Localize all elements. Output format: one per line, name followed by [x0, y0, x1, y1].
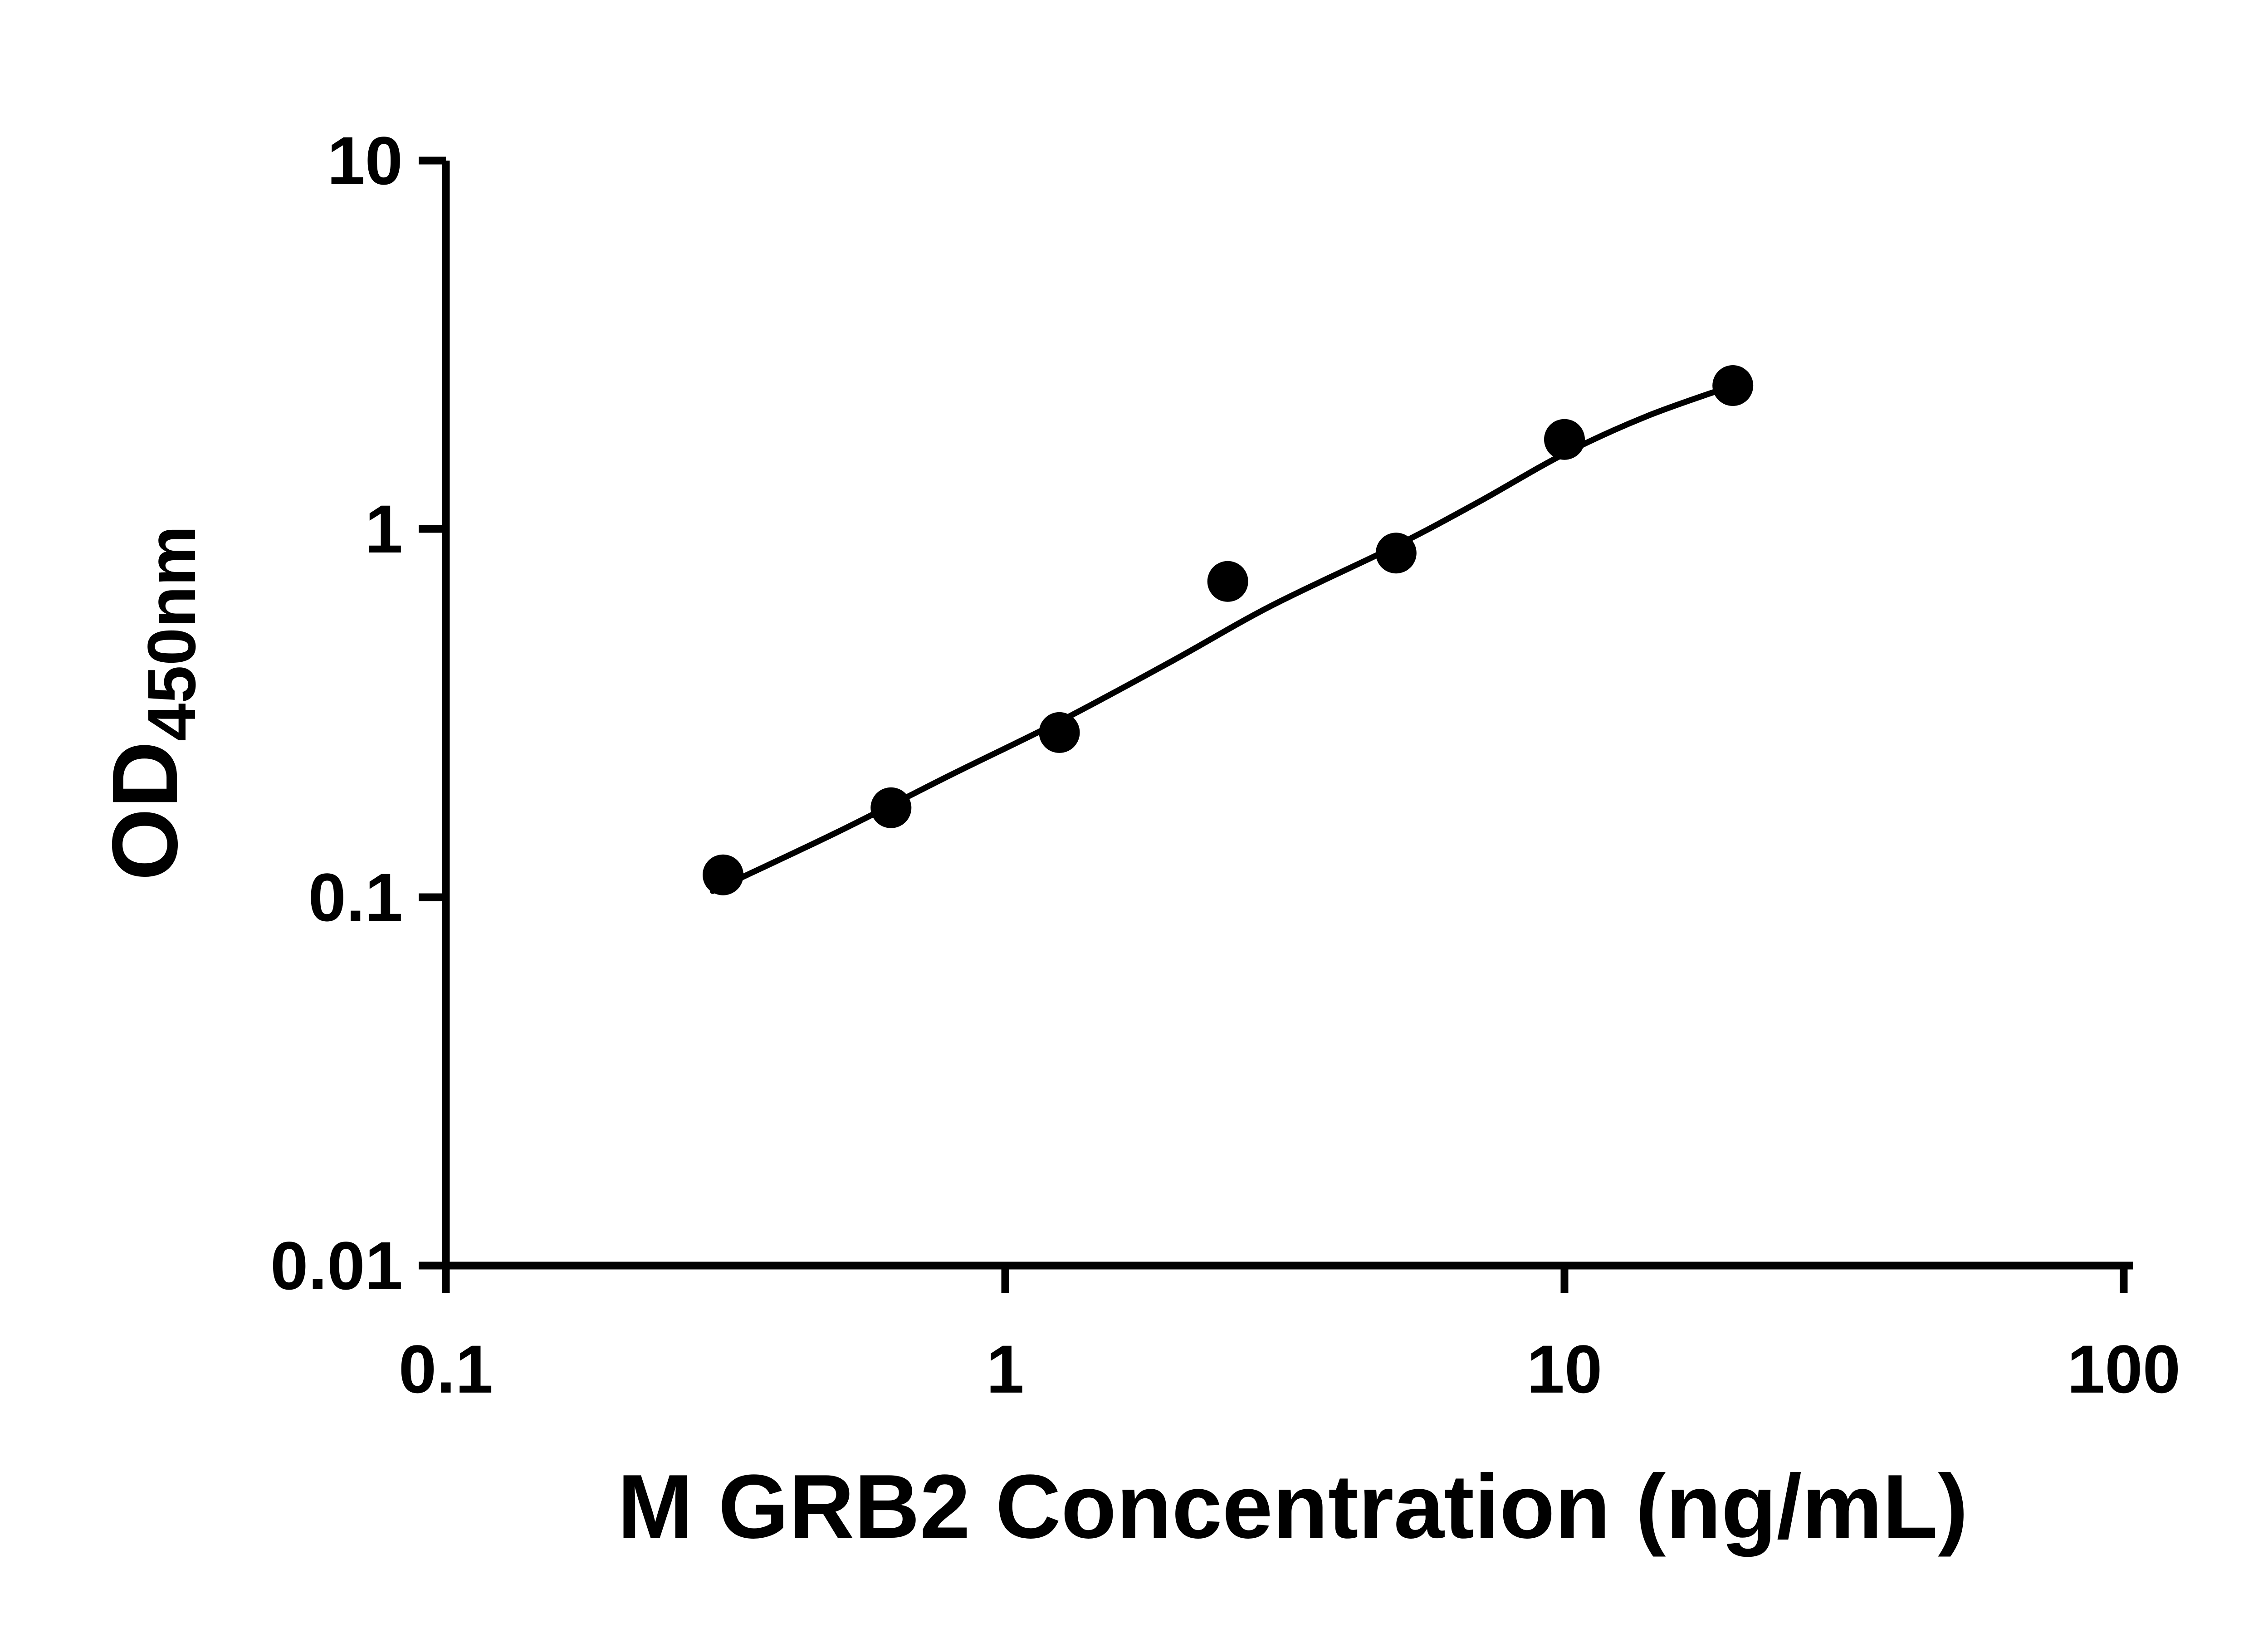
y-tick-label: 1 — [365, 491, 403, 567]
data-series — [703, 365, 1754, 895]
data-point — [703, 854, 743, 895]
x-tick-label: 1 — [986, 1331, 1024, 1407]
x-axis: 0.1 1 10 100 — [399, 1261, 2180, 1407]
plot-area: 0.1 1 10 100 0.01 0.1 1 10 — [270, 122, 2180, 1407]
y-tick-label: 0.1 — [308, 859, 403, 935]
x-tick-label: 0.1 — [399, 1331, 494, 1407]
data-point — [1544, 419, 1585, 460]
x-tick-label: 100 — [2067, 1331, 2180, 1407]
y-axis-title-main: OD — [93, 741, 197, 881]
y-tick-label: 10 — [327, 122, 403, 199]
y-axis: 0.01 0.1 1 10 — [270, 122, 450, 1304]
y-tick-label: 0.01 — [270, 1227, 403, 1304]
fit-curve-line — [709, 382, 1736, 894]
x-tick-label: 10 — [1527, 1331, 1603, 1407]
x-axis-title: M GRB2 Concentration (ng/mL) — [617, 1456, 1968, 1557]
data-point — [1039, 712, 1080, 753]
y-axis-title: OD450nm — [93, 526, 210, 881]
y-axis-title-subscript: 450nm — [133, 526, 210, 741]
data-point — [1375, 533, 1417, 574]
data-point — [1207, 561, 1248, 602]
data-point — [1712, 365, 1754, 406]
data-point — [870, 787, 912, 828]
